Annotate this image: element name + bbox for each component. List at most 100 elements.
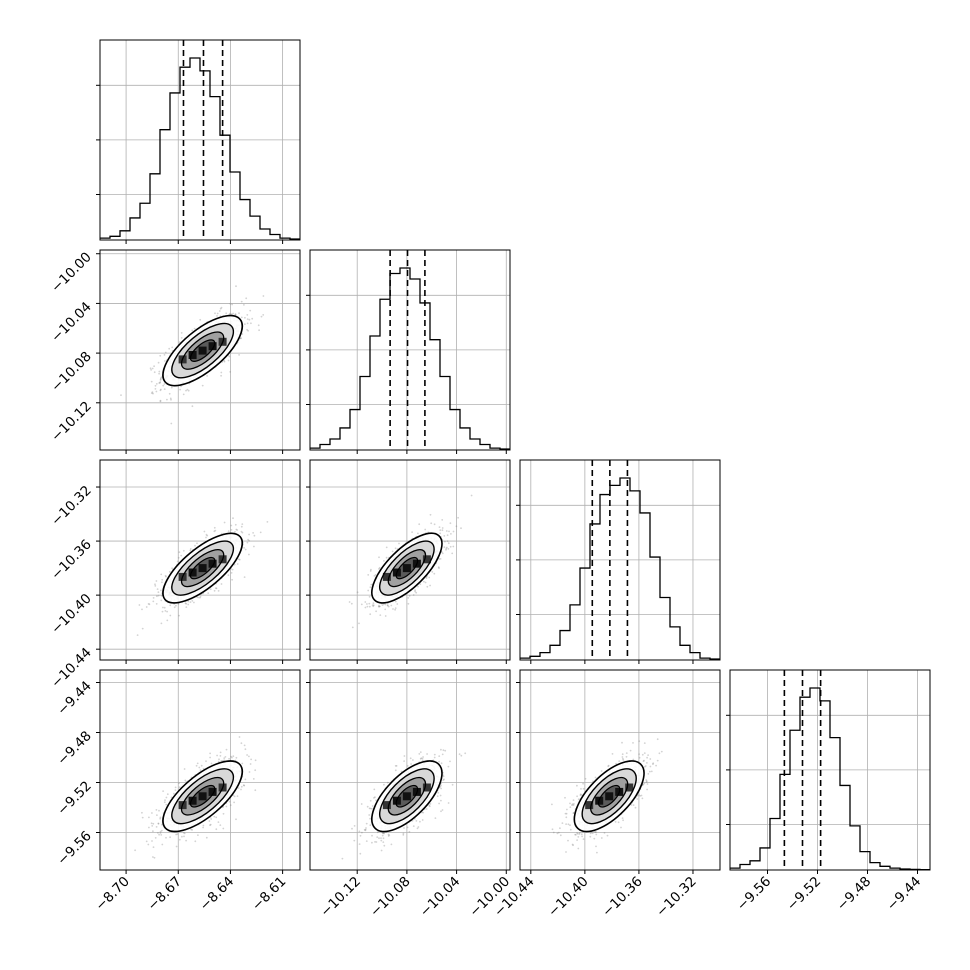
scatter-point — [158, 809, 160, 812]
scatter-point — [215, 816, 218, 819]
scatter-point — [187, 389, 190, 392]
density-area — [134, 736, 257, 859]
scatter-point — [386, 604, 389, 607]
scatter-point — [152, 600, 155, 603]
scatter-point — [145, 606, 148, 608]
density-block — [422, 783, 431, 792]
scatter-point — [365, 840, 368, 842]
panel-3-1: −10.12 −10.08 −10.04 −10.00 — [306, 669, 513, 920]
scatter-point — [150, 369, 153, 371]
scatter-point — [433, 753, 436, 756]
scatter-point — [572, 812, 575, 815]
histogram-bars — [100, 57, 300, 240]
scatter-point — [446, 540, 449, 543]
scatter-point — [160, 594, 163, 597]
scatter-point — [351, 626, 354, 629]
scatter-point — [176, 560, 179, 563]
scatter-point — [163, 606, 166, 609]
scatter-point — [250, 758, 253, 761]
scatter-point — [374, 841, 376, 843]
x-tick-label: −8.64 — [197, 874, 238, 915]
density-block — [188, 796, 197, 805]
scatter-point — [394, 607, 397, 609]
scatter-point — [185, 839, 188, 842]
panel-2-0: −10.44−10.40−10.36−10.32 — [48, 459, 301, 691]
scatter-point — [460, 527, 462, 530]
scatter-point — [421, 757, 424, 760]
scatter-point — [147, 603, 150, 605]
scatter-point — [364, 601, 367, 603]
scatter-point — [414, 590, 416, 593]
scatter-point — [460, 754, 463, 757]
scatter-point — [152, 392, 154, 395]
scatter-point — [379, 614, 382, 616]
scatter-point — [396, 603, 399, 605]
scatter-point — [219, 755, 222, 757]
scatter-point — [412, 759, 414, 761]
scatter-point — [240, 300, 243, 303]
scatter-point — [647, 754, 649, 756]
scatter-point — [440, 810, 442, 813]
scatter-point — [589, 835, 592, 838]
scatter-point — [387, 835, 390, 837]
scatter-point — [444, 540, 446, 543]
scatter-point — [258, 329, 260, 332]
scatter-point — [417, 532, 419, 535]
scatter-point — [366, 805, 369, 808]
scatter-point — [149, 367, 152, 370]
scatter-point — [216, 754, 219, 757]
scatter-point — [189, 601, 192, 603]
scatter-point — [191, 600, 194, 602]
scatter-point — [380, 849, 383, 852]
density-area — [136, 517, 269, 636]
scatter-point — [240, 316, 243, 319]
scatter-point — [194, 840, 197, 843]
scatter-point — [166, 610, 169, 613]
scatter-point — [225, 805, 228, 808]
scatter-point — [266, 521, 269, 523]
scatter-point — [230, 524, 233, 527]
scatter-point — [358, 622, 360, 625]
scatter-point — [421, 819, 424, 821]
scatter-point — [222, 827, 225, 830]
scatter-point — [622, 759, 625, 761]
scatter-point — [384, 608, 387, 611]
scatter-point — [154, 384, 157, 387]
scatter-point — [600, 837, 603, 839]
scatter-point — [219, 307, 222, 310]
scatter-point — [141, 816, 144, 819]
scatter-point — [606, 834, 609, 837]
scatter-point — [422, 756, 424, 758]
scatter-point — [351, 827, 353, 830]
scatter-point — [433, 523, 436, 526]
scatter-point — [442, 775, 445, 778]
scatter-point — [244, 748, 247, 751]
scatter-point — [394, 769, 397, 772]
scatter-point — [449, 545, 452, 548]
scatter-point — [159, 816, 162, 819]
scatter-point — [156, 588, 159, 590]
scatter-point — [151, 825, 154, 827]
scatter-point — [160, 829, 163, 832]
scatter-point — [423, 580, 425, 583]
scatter-point — [253, 545, 255, 548]
scatter-point — [233, 795, 236, 798]
scatter-point — [174, 786, 177, 789]
scatter-point — [417, 826, 420, 828]
scatter-point — [429, 513, 432, 516]
density-block — [402, 792, 411, 801]
scatter-point — [166, 619, 169, 622]
scatter-point — [152, 846, 155, 849]
scatter-point — [141, 608, 143, 611]
scatter-point — [368, 602, 371, 605]
panel-2-1 — [306, 459, 511, 664]
scatter-point — [382, 841, 385, 843]
density-block — [188, 568, 197, 577]
scatter-point — [428, 805, 431, 808]
scatter-point — [378, 568, 380, 570]
scatter-point — [443, 535, 446, 537]
scatter-point — [391, 550, 394, 553]
scatter-point — [426, 753, 428, 755]
scatter-point — [403, 827, 405, 829]
scatter-point — [649, 770, 651, 773]
